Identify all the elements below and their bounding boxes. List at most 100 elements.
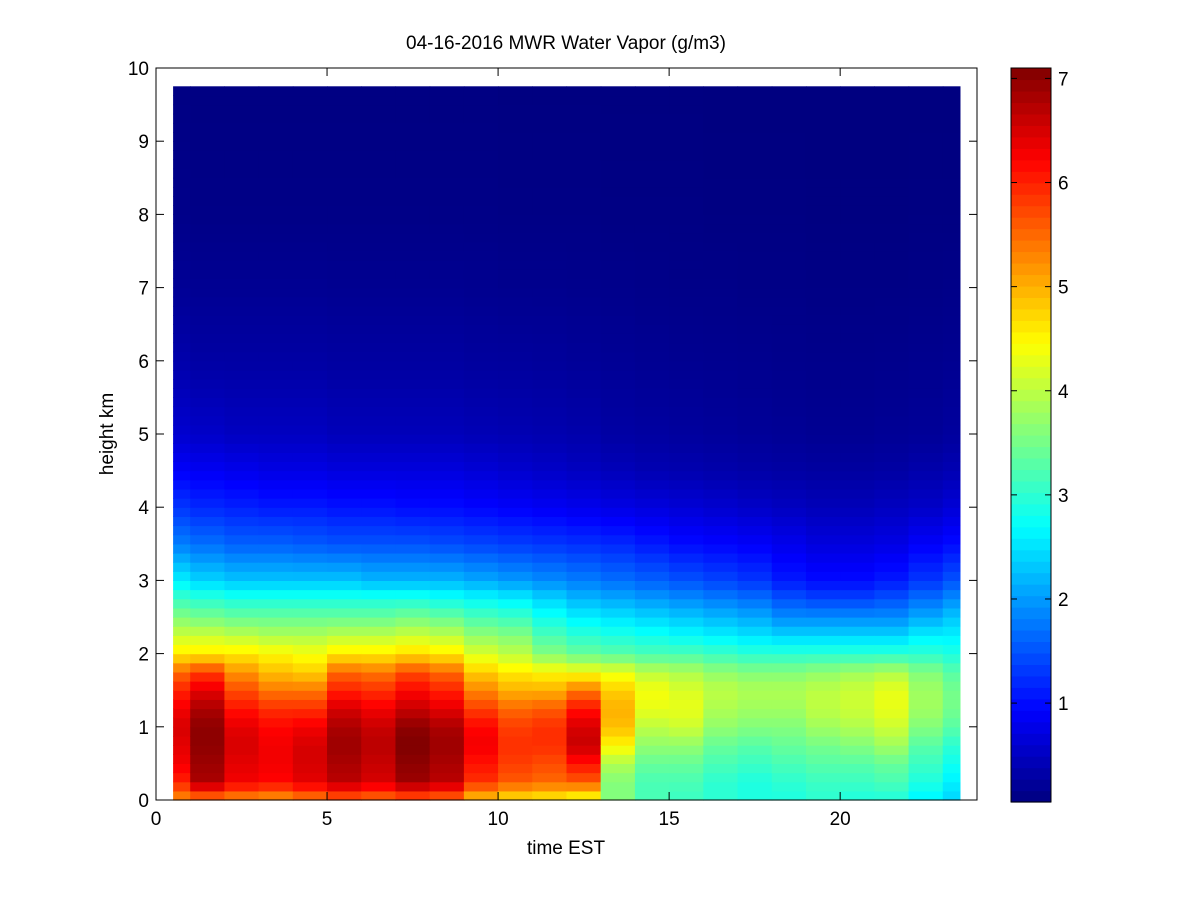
heatmap-cell <box>292 562 328 572</box>
heatmap-cell <box>840 671 875 682</box>
heatmap-cell <box>224 196 260 206</box>
heatmap-cell <box>498 653 533 664</box>
heatmap-cell <box>463 369 499 380</box>
heatmap-cell <box>498 580 533 591</box>
heatmap-cell <box>292 571 328 581</box>
heatmap-cell <box>634 617 670 627</box>
colorbar-swatch <box>1011 561 1051 574</box>
heatmap-cell <box>532 552 568 563</box>
heatmap-cell <box>429 260 465 270</box>
heatmap-cell <box>908 214 944 225</box>
heatmap-cell <box>429 461 465 472</box>
heatmap-cell <box>429 251 465 261</box>
heatmap-cell <box>361 790 397 801</box>
heatmap-cell <box>532 726 568 737</box>
heatmap-cell <box>327 717 362 728</box>
colorbar-swatch <box>1011 756 1051 769</box>
heatmap-cell <box>840 543 875 554</box>
colorbar-swatch <box>1011 136 1051 149</box>
heatmap-cell <box>327 434 362 444</box>
heatmap-cell <box>566 617 602 627</box>
heatmap-cell <box>224 278 260 289</box>
heatmap-cell <box>703 415 739 426</box>
heatmap-cell <box>805 690 841 700</box>
heatmap-cell <box>173 735 191 746</box>
heatmap-cell <box>634 186 670 197</box>
heatmap-cell <box>292 205 328 215</box>
heatmap-cell <box>805 388 841 398</box>
heatmap-cell <box>874 662 910 673</box>
heatmap-cell <box>429 552 465 563</box>
colorbar-swatch <box>1011 629 1051 643</box>
heatmap-cell <box>190 699 226 710</box>
heatmap-cell <box>224 104 260 115</box>
heatmap-cell <box>498 690 533 700</box>
heatmap-cell <box>190 168 226 179</box>
heatmap-cell <box>600 525 636 536</box>
heatmap-cell <box>566 635 602 646</box>
heatmap-cell <box>874 223 910 234</box>
heatmap-cell <box>737 122 773 133</box>
heatmap-cell <box>292 735 328 746</box>
heatmap-cell <box>463 342 499 353</box>
heatmap-cell <box>498 452 533 463</box>
heatmap-cell <box>634 790 670 801</box>
heatmap-cell <box>258 598 294 609</box>
heatmap-cell <box>361 745 397 755</box>
heatmap-cell <box>173 525 191 536</box>
heatmap-cell <box>566 580 602 591</box>
heatmap-cell <box>173 607 191 618</box>
heatmap-cell <box>771 214 807 225</box>
heatmap-cell <box>669 598 704 609</box>
heatmap-cell <box>292 763 328 774</box>
heatmap-cell <box>771 333 807 344</box>
heatmap-cell <box>361 232 397 243</box>
heatmap-cell <box>840 305 875 316</box>
heatmap-cell <box>292 296 328 307</box>
heatmap-cell <box>532 287 568 298</box>
heatmap-cell <box>703 251 739 261</box>
heatmap-cell <box>737 516 773 527</box>
heatmap-cell <box>224 772 260 783</box>
heatmap-cell <box>942 717 961 728</box>
heatmap-cell <box>258 580 294 591</box>
colorbar-swatch <box>1011 526 1051 539</box>
heatmap-cell <box>805 452 841 463</box>
heatmap-cell <box>361 287 397 298</box>
heatmap-cell <box>463 461 499 472</box>
heatmap-cell <box>532 461 568 472</box>
heatmap-cell <box>874 351 910 362</box>
heatmap-cell <box>634 598 670 609</box>
heatmap-cell <box>908 589 944 600</box>
heatmap-cell <box>327 562 362 572</box>
heatmap-cell <box>190 296 226 307</box>
heatmap-cell <box>669 543 704 554</box>
colorbar-swatch <box>1011 595 1051 608</box>
heatmap-cell <box>669 534 704 545</box>
heatmap-cell <box>669 699 704 710</box>
heatmap-cell <box>463 424 499 435</box>
heatmap-cell <box>173 251 191 261</box>
heatmap-cell <box>361 525 397 536</box>
heatmap-cell <box>805 754 841 764</box>
heatmap-cell <box>737 324 773 334</box>
heatmap-cell <box>258 214 294 225</box>
heatmap-cell <box>463 443 499 453</box>
heatmap-cell <box>532 534 568 545</box>
heatmap-cell <box>840 232 875 243</box>
heatmap-cell <box>395 196 431 206</box>
heatmap-cell <box>737 763 773 774</box>
heatmap-cell <box>805 223 841 234</box>
heatmap-cell <box>874 360 910 371</box>
colorbar-tick-label: 2 <box>1058 590 1069 611</box>
heatmap-cell <box>703 196 739 206</box>
heatmap-cell <box>805 122 841 133</box>
heatmap-cell <box>600 580 636 591</box>
colorbar-swatch <box>1011 159 1051 172</box>
y-tick-label: 4 <box>138 498 149 519</box>
heatmap-cell <box>429 571 465 581</box>
heatmap-cell <box>805 644 841 655</box>
heatmap-cell <box>874 790 910 801</box>
heatmap-cell <box>634 516 670 527</box>
heatmap-cell <box>429 113 465 124</box>
